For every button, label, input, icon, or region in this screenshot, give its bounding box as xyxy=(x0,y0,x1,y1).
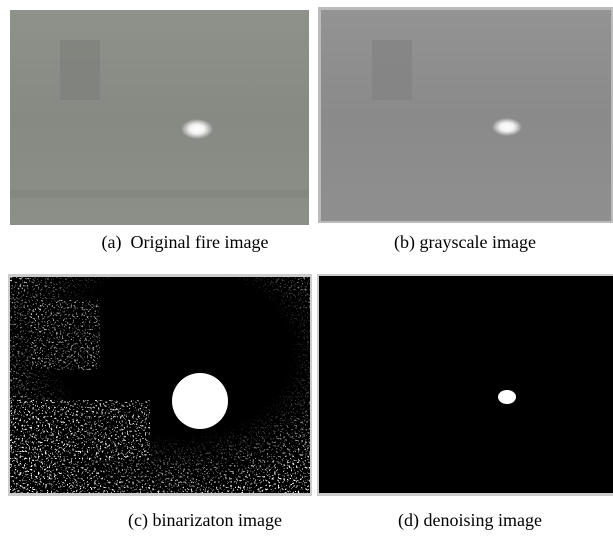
figure xyxy=(0,0,613,536)
image-detail xyxy=(372,40,412,100)
caption: (b) grayscale image xyxy=(340,232,590,253)
fire-blob xyxy=(172,373,228,429)
image-detail xyxy=(60,40,100,100)
caption: (a) Original fire image xyxy=(60,232,310,253)
figure-page: (a) Original fire image (b) grayscale im… xyxy=(0,0,613,536)
caption: (d) denoising image xyxy=(345,510,595,531)
binary-noise xyxy=(10,277,310,493)
image-denoised xyxy=(319,276,613,493)
image-detail xyxy=(10,190,309,198)
fire-blob xyxy=(498,390,516,404)
image-grayscale xyxy=(321,10,611,221)
caption: (c) binarizaton image xyxy=(80,510,330,531)
fire-spot xyxy=(492,118,522,136)
fire-spot xyxy=(181,119,213,139)
